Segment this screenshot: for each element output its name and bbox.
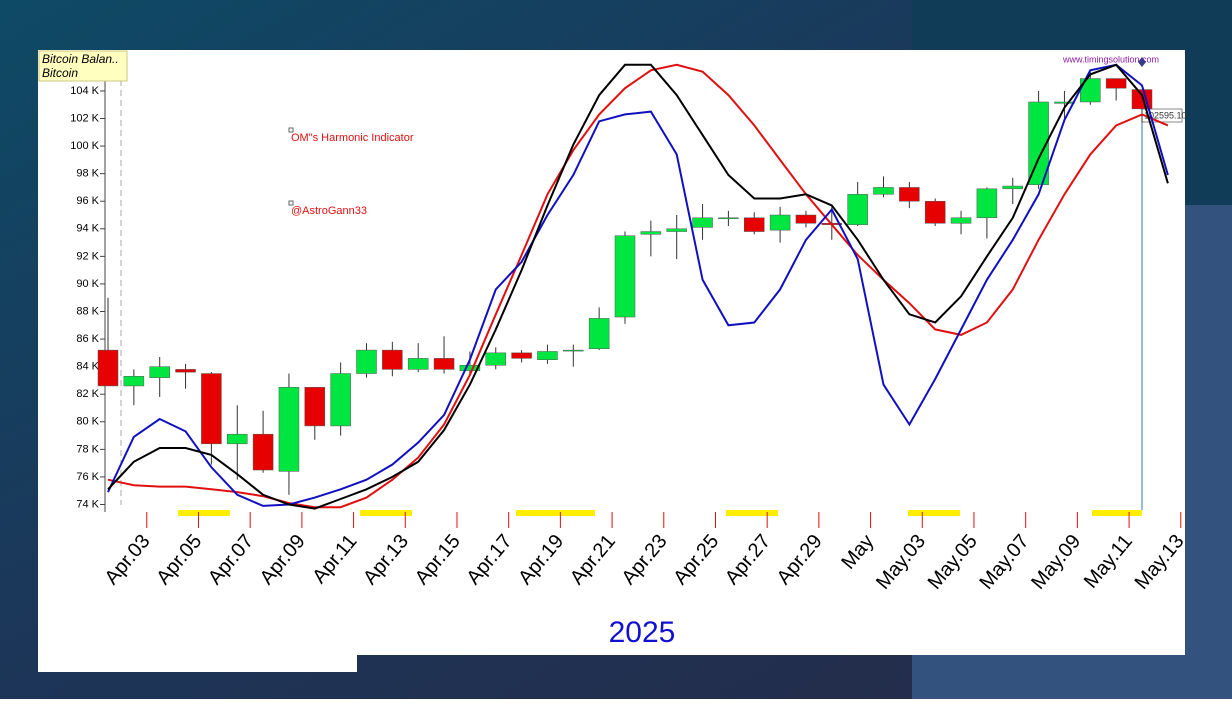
candle-body <box>407 358 429 370</box>
watermark: www.timingsolution.com <box>1062 54 1159 64</box>
price-label: 102595.10 <box>1144 110 1187 120</box>
y-tick-label: 98 K <box>76 168 99 180</box>
marker <box>1138 57 1146 67</box>
indicator-line <box>107 63 1169 507</box>
y-tick-label: 92 K <box>76 250 99 262</box>
candle-body <box>304 387 326 427</box>
candle-body <box>433 358 455 370</box>
annotation: OM"s Harmonic Indicator <box>291 132 414 144</box>
y-tick-label: 76 K <box>76 471 99 483</box>
candle-body <box>563 349 584 352</box>
signal-bars <box>178 510 1142 516</box>
candle-body <box>201 373 222 445</box>
y-tick-label: 78 K <box>76 443 99 455</box>
candle-body <box>485 352 506 366</box>
y-tick-label: 90 K <box>76 278 99 290</box>
y-tick-label: 94 K <box>76 223 99 235</box>
legend-box <box>38 50 128 82</box>
annotation-marker <box>288 127 294 133</box>
panel <box>38 50 1185 655</box>
y-tick-label: 82 K <box>76 388 99 400</box>
candle-body <box>149 366 170 378</box>
y-tick-label: 104 K <box>70 85 99 97</box>
candle-body <box>924 200 946 224</box>
candle-body <box>950 217 972 224</box>
annotation: @AstroGann33 <box>291 205 367 217</box>
candle-body <box>769 214 791 231</box>
y-tick-label: 96 K <box>76 195 99 207</box>
candle-body <box>666 228 687 232</box>
candle-body <box>744 217 765 232</box>
candle-body <box>1002 185 1023 190</box>
candle-body <box>718 217 739 220</box>
candle-body <box>227 433 248 445</box>
candle-body <box>123 376 145 387</box>
y-tick-label: 80 K <box>76 416 99 428</box>
signal-bar <box>908 510 960 516</box>
candle-body <box>795 214 817 224</box>
candle-body <box>1028 101 1049 185</box>
candle-body <box>459 365 481 372</box>
signal-bar <box>1092 510 1142 516</box>
signal-bar <box>726 510 778 516</box>
candle-body <box>175 369 196 373</box>
signal-bar <box>360 510 412 516</box>
y-tick-label: 102 K <box>70 112 99 124</box>
indicator-line <box>107 63 1169 510</box>
legend-text: Bitcoin Balan.. <box>42 52 119 66</box>
signal-bar <box>178 510 230 516</box>
candle-body <box>511 352 532 359</box>
annotation-marker <box>288 200 294 206</box>
candle-body <box>588 318 610 349</box>
candle-body <box>97 349 119 387</box>
x-axis-title: 2025 <box>609 616 676 649</box>
signal-bar <box>516 510 595 516</box>
candle-body <box>873 187 894 195</box>
y-tick-label: 74 K <box>76 498 99 510</box>
candle-body <box>847 194 868 225</box>
candle-body <box>1105 78 1127 89</box>
candle-body <box>692 217 713 228</box>
candle-body <box>640 231 662 235</box>
y-tick-label: 100 K <box>70 140 99 152</box>
legend-text: Bitcoin <box>42 66 78 80</box>
y-tick-label: 86 K <box>76 333 99 345</box>
candle-body <box>330 373 351 427</box>
candle-body <box>252 433 274 471</box>
candle-body <box>537 351 558 360</box>
candle-body <box>382 349 403 370</box>
panel-ext <box>38 650 357 672</box>
candle-body <box>976 188 998 219</box>
candle-body <box>614 235 636 318</box>
candle-body <box>1131 89 1153 110</box>
candle-body <box>899 187 920 202</box>
y-tick-label: 88 K <box>76 305 99 317</box>
y-tick-label: 84 K <box>76 361 99 373</box>
candle-body <box>356 349 377 374</box>
candle-body <box>1054 101 1075 104</box>
candle-body <box>278 387 300 472</box>
